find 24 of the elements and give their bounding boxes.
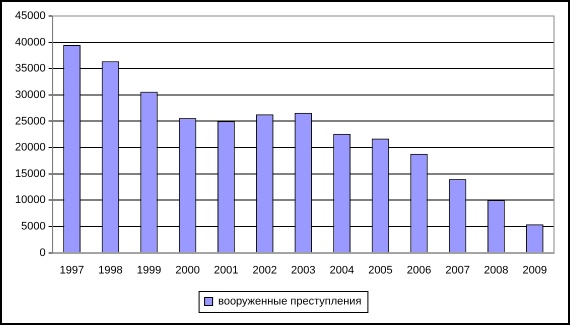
x-tick-label: 2003 [291, 264, 316, 276]
y-tick-label: 40000 [14, 36, 46, 48]
x-tick-label: 2005 [368, 264, 393, 276]
x-tick-label: 1997 [60, 264, 84, 276]
x-tick-label: 2001 [214, 264, 238, 276]
x-tick-label: 2007 [445, 264, 470, 276]
x-tick-label: 1998 [98, 264, 123, 276]
y-tick-label: 5000 [21, 220, 46, 233]
legend-label: вооруженные преступления [218, 296, 362, 308]
x-tick-label: 2000 [175, 264, 200, 276]
x-tick-label: 2008 [484, 264, 508, 276]
y-tick-label: 25000 [14, 115, 46, 128]
y-tick-label: 20000 [14, 142, 46, 154]
y-tick-label: 35000 [14, 62, 46, 75]
x-tick-label: 2006 [406, 264, 432, 276]
x-tick-label: 2002 [252, 264, 277, 276]
y-tick-label: 15000 [14, 168, 46, 180]
y-tick-label: 0 [39, 246, 46, 259]
x-tick-label: 2009 [522, 264, 547, 276]
y-tick-label: 30000 [14, 88, 46, 101]
x-tick-label: 1999 [136, 264, 162, 276]
y-tick-label: 45000 [14, 10, 46, 22]
x-tick-label: 2004 [330, 264, 354, 276]
y-tick-label: 10000 [14, 194, 46, 206]
